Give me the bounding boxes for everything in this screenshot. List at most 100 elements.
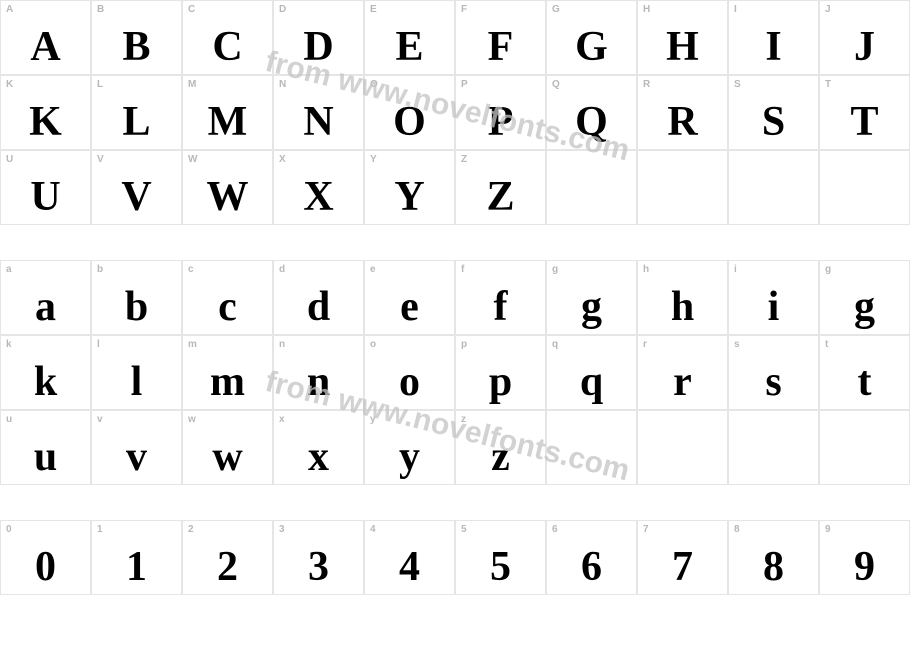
glyph-label: R: [643, 79, 650, 90]
glyph-character: 7: [638, 546, 727, 588]
glyph-character: b: [92, 286, 181, 328]
glyph-label: x: [279, 414, 285, 425]
glyph-label: 6: [552, 524, 558, 535]
glyph-label: E: [370, 4, 377, 15]
glyph-character: Q: [547, 101, 636, 143]
glyph-character: m: [183, 361, 272, 403]
glyph-character: V: [92, 176, 181, 218]
glyph-label: J: [825, 4, 831, 15]
glyph-character: 4: [365, 546, 454, 588]
glyph-cell: xx: [273, 410, 364, 485]
glyph-cell: ww: [182, 410, 273, 485]
glyph-character: 5: [456, 546, 545, 588]
glyph-label: I: [734, 4, 737, 15]
glyph-character: W: [183, 176, 272, 218]
glyph-label: T: [825, 79, 831, 90]
glyph-character: 0: [1, 546, 90, 588]
glyph-cell: LL: [91, 75, 182, 150]
glyph-cell: [819, 410, 910, 485]
glyph-label: S: [734, 79, 741, 90]
glyph-cell: ll: [91, 335, 182, 410]
glyph-cell: MM: [182, 75, 273, 150]
glyph-label: l: [97, 339, 100, 350]
font-specimen-section-uppercase: AABBCCDDEEFFGGHHIIJJKKLLMMNNOOPPQQRRSSTT…: [0, 0, 910, 225]
glyph-label: s: [734, 339, 740, 350]
glyph-label: d: [279, 264, 285, 275]
glyph-cell: GG: [546, 0, 637, 75]
glyph-character: U: [1, 176, 90, 218]
glyph-cell: aa: [0, 260, 91, 335]
glyph-cell: uu: [0, 410, 91, 485]
glyph-cell: WW: [182, 150, 273, 225]
glyph-label: K: [6, 79, 13, 90]
glyph-grid: aabbccddeeffgghhiiggkkllmmnnooppqqrrsstt…: [0, 260, 910, 485]
glyph-label: a: [6, 264, 12, 275]
glyph-label: 9: [825, 524, 831, 535]
glyph-character: 2: [183, 546, 272, 588]
glyph-character: z: [456, 436, 545, 478]
glyph-label: Y: [370, 154, 377, 165]
glyph-character: l: [92, 361, 181, 403]
glyph-cell: yy: [364, 410, 455, 485]
glyph-character: i: [729, 286, 818, 328]
glyph-label: w: [188, 414, 196, 425]
glyph-cell: PP: [455, 75, 546, 150]
glyph-character: F: [456, 26, 545, 68]
font-specimen-section-lowercase: aabbccddeeffgghhiiggkkllmmnnooppqqrrsstt…: [0, 260, 910, 485]
glyph-label: k: [6, 339, 12, 350]
glyph-cell: pp: [455, 335, 546, 410]
glyph-cell: rr: [637, 335, 728, 410]
glyph-cell: 88: [728, 520, 819, 595]
glyph-character: q: [547, 361, 636, 403]
glyph-label: q: [552, 339, 558, 350]
glyph-character: R: [638, 101, 727, 143]
glyph-label: Z: [461, 154, 467, 165]
glyph-label: L: [97, 79, 103, 90]
glyph-label: A: [6, 4, 13, 15]
font-specimen-section-digits: 00112233445566778899: [0, 520, 910, 595]
glyph-cell: [728, 150, 819, 225]
glyph-label: 8: [734, 524, 740, 535]
glyph-label: v: [97, 414, 103, 425]
glyph-cell: DD: [273, 0, 364, 75]
glyph-character: S: [729, 101, 818, 143]
glyph-label: B: [97, 4, 104, 15]
glyph-label: m: [188, 339, 197, 350]
glyph-cell: VV: [91, 150, 182, 225]
glyph-character: p: [456, 361, 545, 403]
glyph-label: 7: [643, 524, 649, 535]
glyph-label: g: [825, 264, 831, 275]
glyph-character: e: [365, 286, 454, 328]
glyph-label: b: [97, 264, 103, 275]
glyph-cell: AA: [0, 0, 91, 75]
glyph-character: u: [1, 436, 90, 478]
glyph-label: z: [461, 414, 466, 425]
glyph-character: 8: [729, 546, 818, 588]
glyph-cell: TT: [819, 75, 910, 150]
glyph-label: 3: [279, 524, 285, 535]
glyph-cell: YY: [364, 150, 455, 225]
glyph-character: N: [274, 101, 363, 143]
glyph-cell: bb: [91, 260, 182, 335]
glyph-character: d: [274, 286, 363, 328]
glyph-character: g: [820, 286, 909, 328]
glyph-cell: 99: [819, 520, 910, 595]
glyph-character: x: [274, 436, 363, 478]
glyph-cell: FF: [455, 0, 546, 75]
glyph-character: Y: [365, 176, 454, 218]
glyph-character: y: [365, 436, 454, 478]
glyph-cell: dd: [273, 260, 364, 335]
glyph-cell: QQ: [546, 75, 637, 150]
glyph-label: V: [97, 154, 104, 165]
glyph-character: O: [365, 101, 454, 143]
glyph-label: i: [734, 264, 737, 275]
glyph-cell: EE: [364, 0, 455, 75]
glyph-character: 3: [274, 546, 363, 588]
glyph-label: D: [279, 4, 286, 15]
glyph-character: n: [274, 361, 363, 403]
glyph-label: 0: [6, 524, 12, 535]
glyph-character: Z: [456, 176, 545, 218]
glyph-cell: RR: [637, 75, 728, 150]
glyph-cell: XX: [273, 150, 364, 225]
glyph-cell: vv: [91, 410, 182, 485]
